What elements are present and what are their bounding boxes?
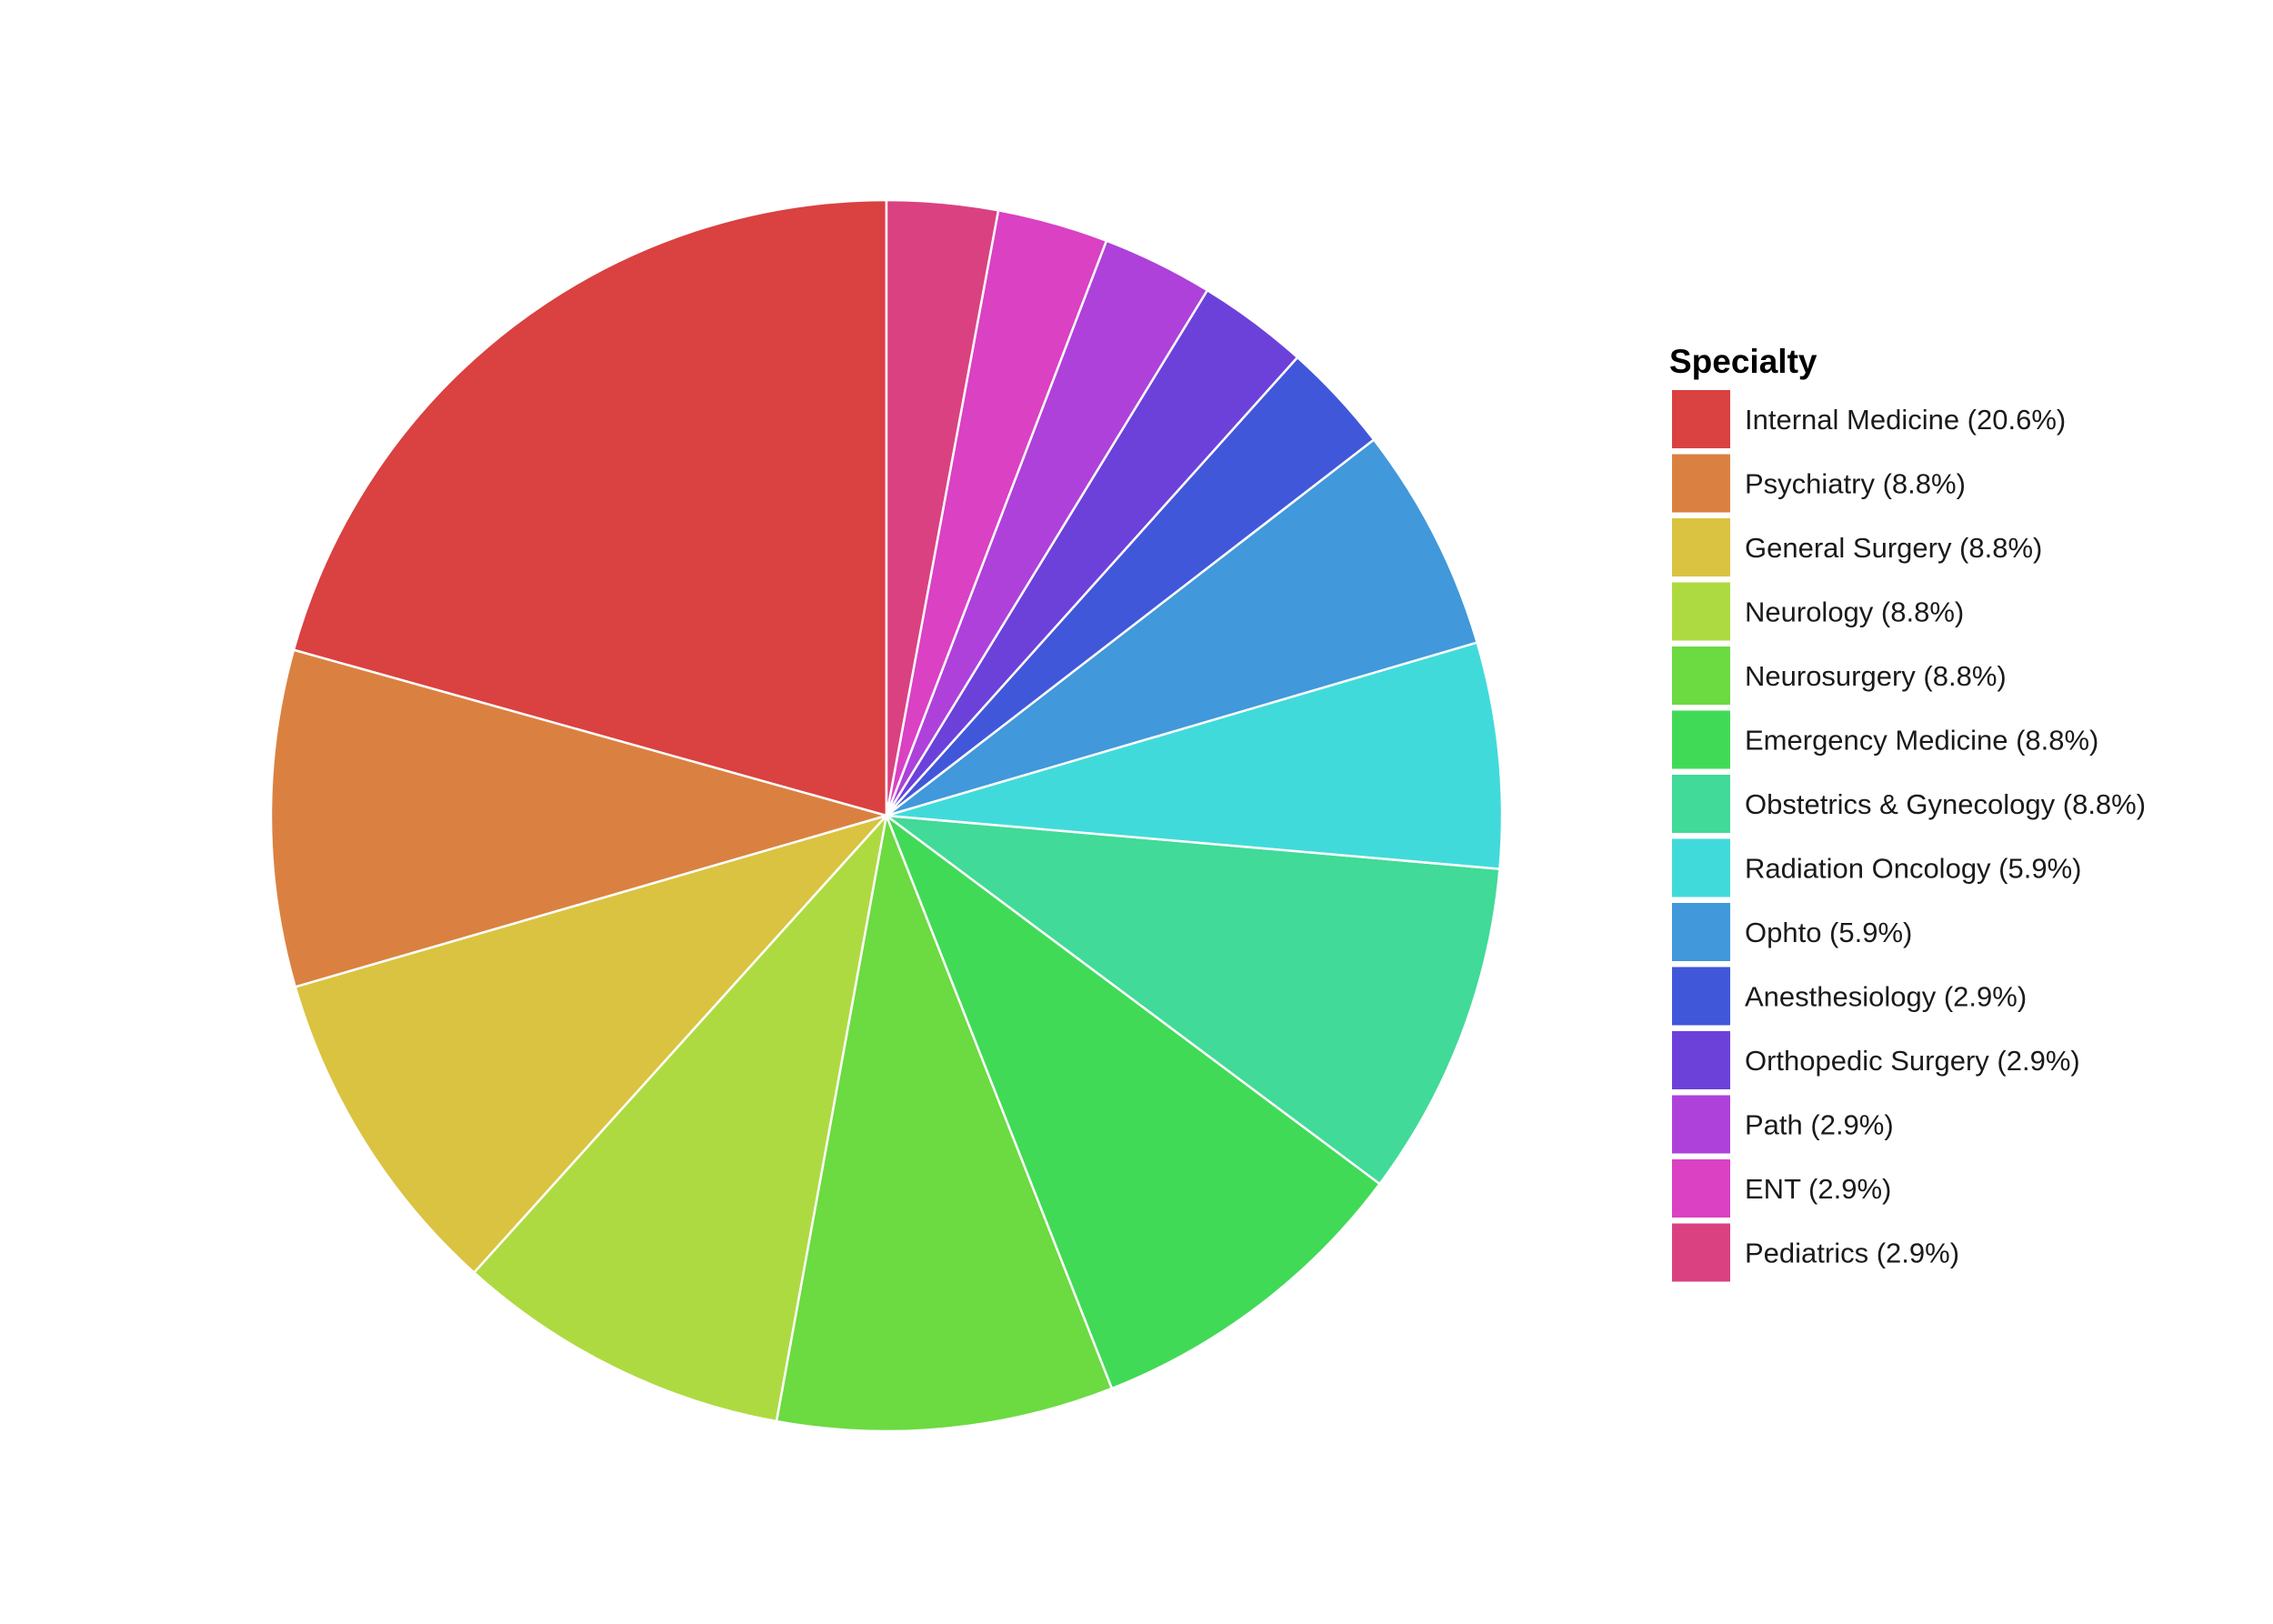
legend-swatch-internal-medicine <box>1670 388 1732 450</box>
legend-swatch-pediatrics <box>1670 1221 1732 1284</box>
legend-swatch-emergency-medicine <box>1670 708 1732 771</box>
pie-slices <box>269 198 1504 1433</box>
legend-label-neurology: Neurology (8.8%) <box>1745 596 1964 628</box>
pie-slice-pediatrics <box>885 198 1000 817</box>
pie-slice-radiation-oncology <box>885 641 1504 870</box>
legend-swatch-obstetrics-and-gynecology <box>1670 773 1732 835</box>
legend-swatch-neurosurgery <box>1670 645 1732 707</box>
legend-label-radiation-oncology: Radiation Oncology (5.9%) <box>1745 853 2081 885</box>
legend-label-pediatrics: Pediatrics (2.9%) <box>1745 1238 1959 1269</box>
legend-swatch-psychiatry <box>1670 452 1732 515</box>
legend-label-anesthesiology: Anesthesiology (2.9%) <box>1745 981 2027 1013</box>
legend-swatch-radiation-oncology <box>1670 837 1732 899</box>
legend-swatch-neurology <box>1670 580 1732 643</box>
legend-swatch-ophto <box>1670 901 1732 963</box>
legend-label-general-surgery: General Surgery (8.8%) <box>1745 532 2042 564</box>
legend-label-internal-medicine: Internal Medicine (20.6%) <box>1745 404 2066 436</box>
legend-swatch-orthopedic-surgery <box>1670 1029 1732 1091</box>
legend-swatch-anesthesiology <box>1670 965 1732 1028</box>
legend-items: Internal Medicine (20.6%) Psychiatry (8.8… <box>1670 388 2146 1284</box>
pie-slice-internal-medicine <box>292 198 888 817</box>
pie-slice-emergency-medicine <box>885 814 1381 1390</box>
legend-swatch-general-surgery <box>1670 516 1732 578</box>
legend-label-psychiatry: Psychiatry (8.8%) <box>1745 468 1966 500</box>
pie-slice-obstetrics-and-gynecology <box>885 814 1501 1186</box>
legend-swatch-ent <box>1670 1158 1732 1219</box>
legend-label-obstetrics-and-gynecology: Obstetrics & Gynecology (8.8%) <box>1745 788 2146 820</box>
legend-swatch-path <box>1670 1093 1732 1156</box>
pie-slice-general-surgery <box>294 814 888 1274</box>
legend-label-path: Path (2.9%) <box>1745 1109 1894 1141</box>
legend-label-ophto: Ophto (5.9%) <box>1745 917 1912 948</box>
legend-label-neurosurgery: Neurosurgery (8.8%) <box>1745 660 2007 692</box>
legend-label-orthopedic-surgery: Orthopedic Surgery (2.9%) <box>1745 1045 2080 1077</box>
legend: Specialty Internal Medicine (20.6%) Psych… <box>1669 343 2146 1284</box>
legend-title: Specialty <box>1669 343 1817 380</box>
pie-slice-ophto <box>885 438 1478 817</box>
legend-label-emergency-medicine: Emergency Medicine (8.8%) <box>1745 725 2098 757</box>
pie-slice-neurosurgery <box>775 814 1114 1433</box>
pie-slice-psychiatry <box>269 648 888 988</box>
legend-label-ent: ENT (2.9%) <box>1745 1173 1891 1205</box>
pie-slice-neurology <box>473 814 888 1423</box>
